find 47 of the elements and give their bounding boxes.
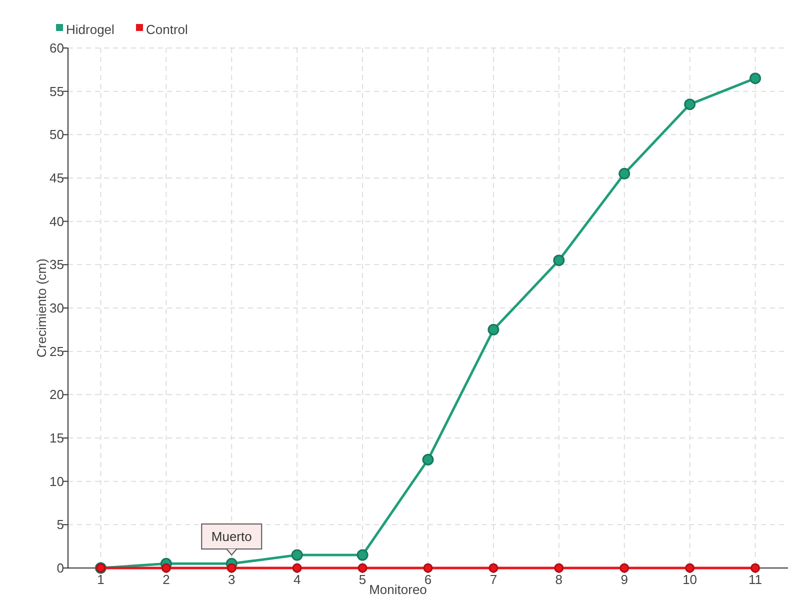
- x-tick-label: 6: [424, 572, 432, 587]
- x-tick-label: 9: [620, 572, 628, 587]
- x-tick-label: 7: [490, 572, 498, 587]
- x-tick-label: 10: [682, 572, 698, 587]
- x-tick-label: 11: [748, 572, 762, 587]
- point: [226, 563, 236, 573]
- point: [685, 563, 695, 573]
- point: [750, 563, 760, 573]
- point: [422, 454, 434, 466]
- point: [161, 563, 171, 573]
- y-tick-label: 0: [56, 560, 64, 576]
- y-tick-label: 40: [50, 214, 64, 229]
- x-axis-title: Monitoreo: [369, 582, 427, 597]
- x-tick-label: 1: [97, 572, 104, 587]
- y-axis-title: Crecimiento (cm): [34, 258, 49, 358]
- y-tick-label: 50: [50, 127, 64, 142]
- point: [750, 72, 762, 84]
- x-tick-label: 3: [228, 572, 236, 587]
- point: [488, 563, 498, 573]
- y-tick-label: 30: [50, 300, 64, 316]
- y-tick-label: 45: [50, 170, 64, 186]
- point: [488, 324, 500, 336]
- point: [291, 549, 303, 561]
- y-tick-label: 55: [50, 84, 64, 99]
- x-tick-label: 4: [293, 572, 301, 587]
- y-tick-label: 10: [50, 474, 64, 489]
- y-tick-label: 60: [50, 40, 64, 56]
- x-tick-label: 2: [162, 572, 170, 587]
- y-tick-label: 25: [50, 344, 64, 359]
- y-tick-label: 15: [50, 430, 64, 446]
- point: [423, 563, 433, 573]
- point: [620, 563, 630, 573]
- x-tick-label: 8: [555, 572, 563, 587]
- point: [553, 254, 565, 266]
- legend-label: Hidrogel: [66, 22, 115, 37]
- point: [358, 563, 368, 573]
- legend-label: Control: [146, 22, 188, 37]
- point: [356, 549, 368, 561]
- point: [554, 563, 564, 573]
- point: [618, 168, 630, 180]
- point: [684, 98, 696, 110]
- annotation: Muerto: [211, 529, 252, 544]
- x-tick-label: 5: [358, 572, 366, 587]
- y-tick-label: 20: [50, 387, 64, 402]
- y-tick-label: 35: [50, 257, 64, 272]
- y-tick-label: 5: [56, 517, 64, 532]
- point: [292, 563, 302, 573]
